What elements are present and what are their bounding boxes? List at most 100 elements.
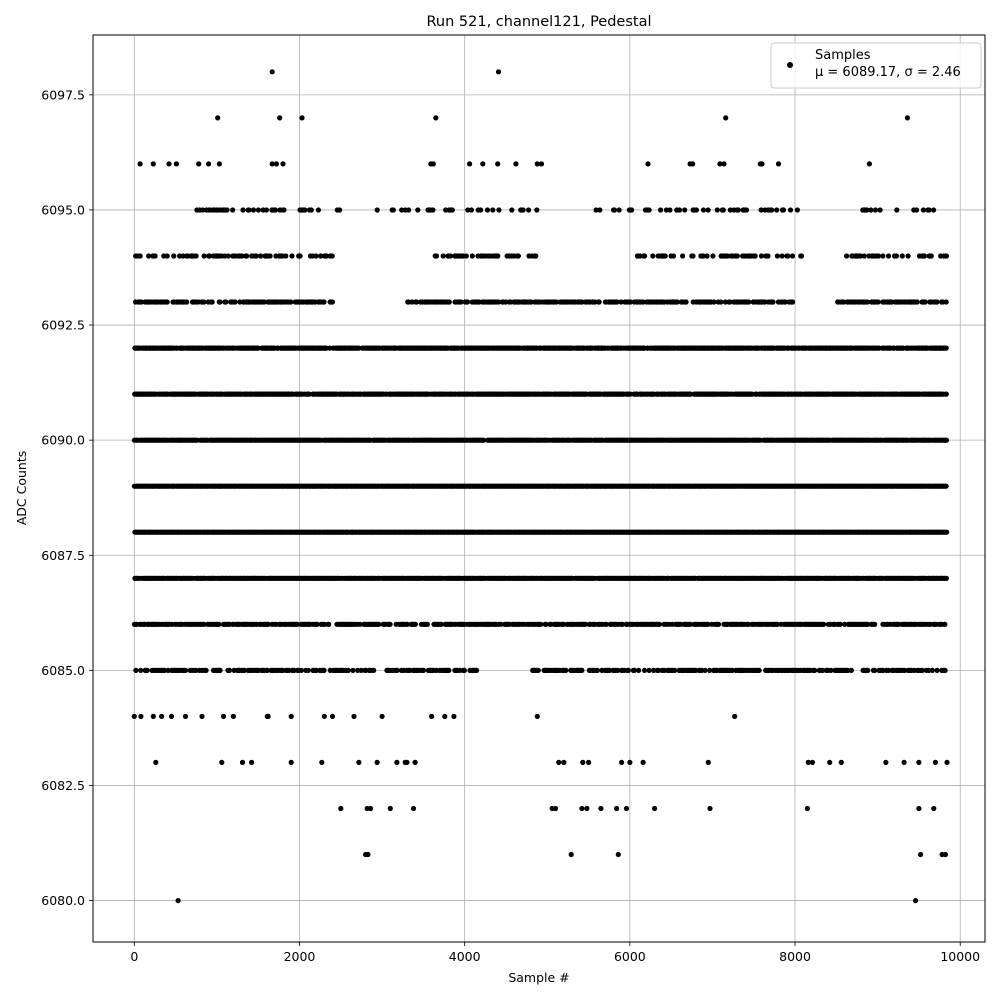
data-point — [402, 759, 408, 766]
data-point — [451, 713, 457, 720]
data-point — [942, 621, 948, 627]
data-point — [133, 667, 139, 674]
data-point — [774, 621, 781, 627]
data-point — [934, 667, 940, 674]
data-point — [355, 667, 361, 674]
data-point — [636, 667, 642, 674]
data-point — [196, 161, 202, 167]
data-point — [775, 161, 782, 167]
data-point — [345, 667, 351, 674]
data-point — [137, 161, 143, 167]
data-point — [568, 851, 574, 858]
data-point — [932, 759, 939, 766]
data-point — [904, 115, 911, 121]
data-point — [219, 759, 225, 766]
data-point — [326, 621, 332, 627]
data-point — [321, 667, 327, 674]
data-point — [848, 667, 855, 674]
data-point — [159, 713, 165, 720]
data-point — [944, 529, 950, 535]
data-point — [688, 621, 694, 627]
data-point — [239, 759, 246, 766]
data-point — [215, 115, 221, 121]
data-point — [319, 759, 325, 766]
data-point — [230, 713, 236, 720]
data-point — [203, 667, 209, 674]
data-point — [166, 161, 172, 167]
data-point — [424, 621, 430, 627]
data-point — [288, 759, 294, 766]
data-point — [732, 713, 738, 720]
data-point — [929, 667, 936, 674]
data-point — [598, 805, 604, 812]
data-point — [420, 667, 427, 674]
data-point — [329, 713, 336, 720]
data-point — [480, 161, 486, 167]
data-point — [379, 713, 385, 720]
data-point — [759, 161, 765, 167]
data-point — [579, 805, 585, 812]
data-point — [280, 161, 286, 167]
data-point — [627, 759, 633, 766]
data-point — [269, 161, 275, 167]
data-points — [131, 69, 950, 904]
data-point — [556, 759, 562, 766]
data-point — [707, 805, 713, 812]
data-point — [168, 713, 175, 720]
data-point — [943, 483, 949, 489]
data-point — [838, 759, 844, 766]
data-point — [410, 805, 417, 812]
data-point — [584, 805, 590, 812]
data-point — [872, 667, 878, 674]
data-point — [716, 621, 722, 627]
data-point — [579, 667, 585, 674]
data-point — [338, 805, 344, 812]
data-point — [150, 713, 156, 720]
data-point — [269, 69, 275, 75]
data-point — [513, 161, 519, 167]
data-point — [314, 621, 320, 627]
data-point — [376, 621, 382, 627]
data-point — [866, 161, 873, 167]
data-point — [144, 667, 150, 674]
data-point — [442, 713, 448, 720]
data-point — [538, 621, 544, 627]
data-point — [821, 621, 827, 627]
data-point — [865, 667, 871, 674]
data-point — [430, 161, 436, 167]
data-point — [586, 759, 592, 766]
data-point — [433, 115, 439, 121]
data-point — [206, 161, 212, 167]
data-point — [607, 667, 613, 674]
data-point — [412, 621, 418, 627]
data-point — [625, 667, 632, 674]
data-point — [804, 805, 811, 812]
data-point — [729, 667, 735, 674]
data-point — [288, 713, 294, 720]
data-point — [845, 667, 851, 674]
data-point — [631, 667, 637, 674]
data-point — [619, 759, 625, 766]
data-point — [357, 621, 363, 627]
data-point — [394, 667, 400, 674]
data-point — [614, 805, 620, 812]
data-point — [619, 621, 625, 627]
data-point — [138, 667, 144, 674]
data-point — [641, 667, 648, 674]
data-point — [707, 667, 713, 674]
data-point — [173, 161, 179, 167]
data-point — [226, 667, 233, 674]
data-point — [645, 161, 651, 167]
data-point — [495, 161, 501, 167]
data-point — [842, 621, 848, 627]
data-point — [294, 621, 300, 627]
data-point — [656, 621, 663, 627]
data-point — [131, 713, 137, 720]
data-point — [264, 667, 270, 674]
data-point — [543, 621, 549, 627]
data-point — [534, 713, 540, 720]
data-point — [150, 161, 156, 167]
data-point — [652, 805, 658, 812]
data-point — [603, 621, 609, 627]
